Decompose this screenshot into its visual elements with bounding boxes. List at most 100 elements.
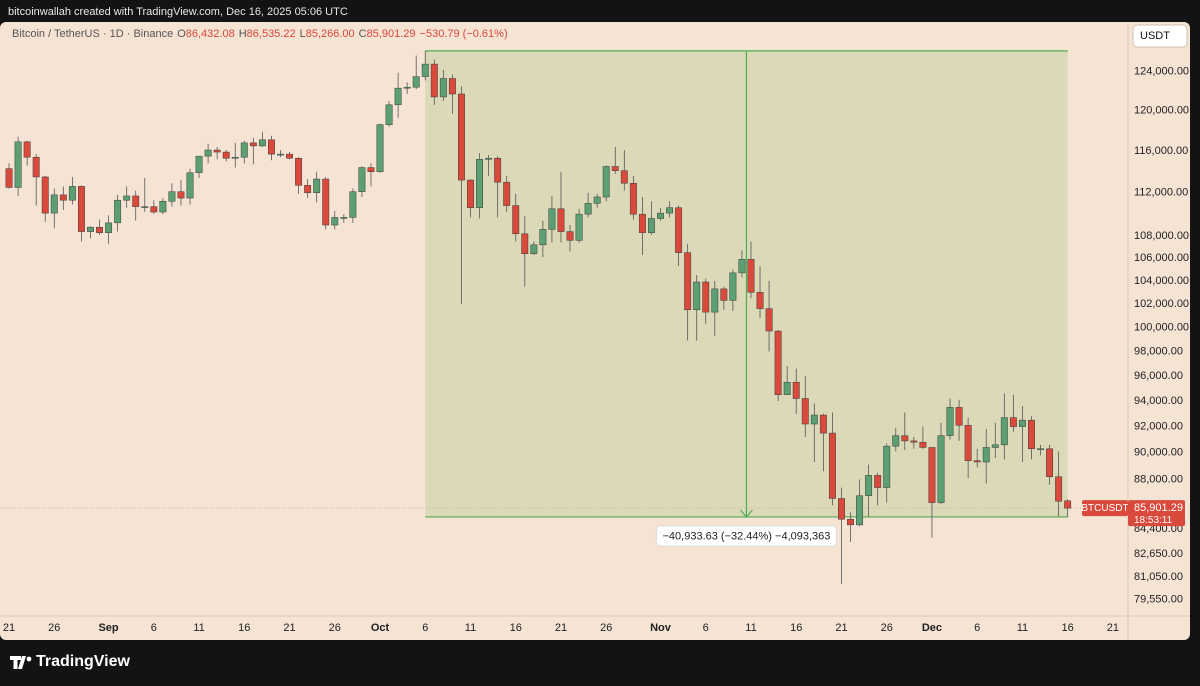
candle-body: [693, 281, 701, 311]
candle-body: [376, 124, 384, 172]
candle-body: [955, 407, 963, 426]
y-tick-label: 106,000.00: [1134, 252, 1189, 264]
candle-body: [168, 191, 176, 202]
x-tick-label: 21: [1107, 622, 1119, 634]
candle-body: [756, 292, 764, 309]
candle-body: [295, 157, 303, 186]
candle-body: [530, 244, 538, 254]
candle-body: [801, 398, 809, 425]
candle-body: [1046, 448, 1054, 477]
candle-body: [430, 63, 438, 98]
candle-body: [910, 440, 918, 443]
candle-body: [14, 141, 22, 188]
currency-button[interactable]: [1132, 24, 1188, 48]
x-tick-label: 26: [48, 622, 60, 634]
candle-body: [611, 166, 619, 171]
y-tick-label: 120,000.00: [1134, 105, 1189, 117]
candle-body: [620, 170, 628, 184]
x-tick-label: 16: [1062, 622, 1074, 634]
logo-dot: [26, 656, 32, 662]
candle-body: [557, 208, 565, 232]
x-tick-label: 16: [510, 622, 522, 634]
candle-body: [258, 139, 266, 147]
candle-body: [729, 272, 737, 301]
candle-body: [23, 141, 31, 158]
legend-key: H: [239, 28, 247, 40]
symbol-tag: BTCUSDT: [1081, 503, 1128, 514]
x-tick-label: 6: [422, 622, 428, 634]
x-tick-label: 11: [465, 622, 476, 634]
x-tick-label: 26: [881, 622, 893, 634]
range-arrowhead: [740, 509, 753, 518]
x-tick-label: 21: [555, 622, 567, 634]
x-tick-label: 26: [329, 622, 341, 634]
last-price-box: [1128, 500, 1185, 527]
candle-body: [358, 167, 366, 192]
candle-body: [105, 222, 113, 233]
x-tick-label: Sep: [98, 622, 118, 634]
candle-body: [1037, 448, 1044, 451]
candle-body: [322, 178, 330, 226]
x-tick-label: Oct: [371, 622, 390, 634]
candle-body: [901, 435, 909, 442]
candle-body: [774, 330, 782, 395]
candle-body: [331, 217, 339, 226]
plot-area: [0, 50, 1128, 584]
currency[interactable]: USDT: [1140, 30, 1170, 42]
candle-body: [783, 381, 791, 395]
candle-body: [476, 159, 483, 208]
legend-value: 86,535.22: [247, 28, 296, 40]
range-label: −40,933.63 (−32.44%) −4,093,363: [663, 530, 831, 542]
candle-body: [738, 259, 746, 274]
candle-body: [765, 308, 773, 332]
candle-body: [114, 199, 122, 224]
x-tick-label: 16: [238, 622, 250, 634]
x-tick-label: 21: [3, 622, 15, 634]
candle-body: [512, 205, 520, 235]
candle-body: [213, 149, 221, 153]
candle-body: [684, 252, 692, 311]
candle-body: [810, 414, 818, 425]
brand-logo: [10, 656, 32, 669]
candle-body: [856, 495, 864, 526]
credit: bitcoinwallah created with TradingView.c…: [8, 6, 348, 18]
candle-body: [195, 155, 203, 174]
legend-change: −530.79 (−0.61%): [420, 28, 508, 40]
candle-body: [575, 213, 583, 241]
candle-body: [1009, 417, 1017, 427]
candle-body: [503, 181, 511, 206]
x-tick-label: 26: [600, 622, 612, 634]
candle-body: [711, 288, 719, 313]
candle-body: [883, 445, 891, 488]
y-tick-label: 116,000.00: [1134, 145, 1188, 157]
y-tick-label: 90,000.00: [1134, 447, 1183, 459]
x-tick-label: 11: [193, 622, 204, 634]
y-tick-label: 112,000.00: [1134, 187, 1188, 199]
candle-body: [5, 168, 13, 188]
legend-value: 86,432.08: [186, 28, 235, 40]
candle-body: [819, 414, 827, 434]
y-tick-label: 79,550.00: [1134, 593, 1183, 605]
candle-body: [566, 231, 574, 241]
candle-body: [991, 444, 999, 448]
candle-body: [439, 78, 447, 98]
candle-body: [132, 195, 140, 207]
candle-body: [919, 441, 927, 448]
candle-body: [150, 206, 158, 213]
candle-body: [720, 288, 728, 301]
y-tick-label: 102,000.00: [1134, 298, 1189, 310]
candle-body: [313, 178, 321, 194]
candle-body: [304, 185, 312, 194]
candle-body: [964, 425, 972, 461]
candle-body: [982, 447, 990, 463]
candle-body: [638, 213, 646, 233]
legend-symbol: Bitcoin / TetherUS · 1D · Binance: [12, 28, 173, 40]
candle-body: [421, 63, 429, 77]
candle-body: [1064, 500, 1072, 509]
candle-body: [159, 201, 167, 213]
last-price: 85,901.29: [1134, 502, 1183, 514]
y-tick-label: 104,000.00: [1134, 275, 1189, 287]
y-tick-label: 92,000.00: [1134, 421, 1183, 433]
candle-body: [937, 435, 945, 503]
